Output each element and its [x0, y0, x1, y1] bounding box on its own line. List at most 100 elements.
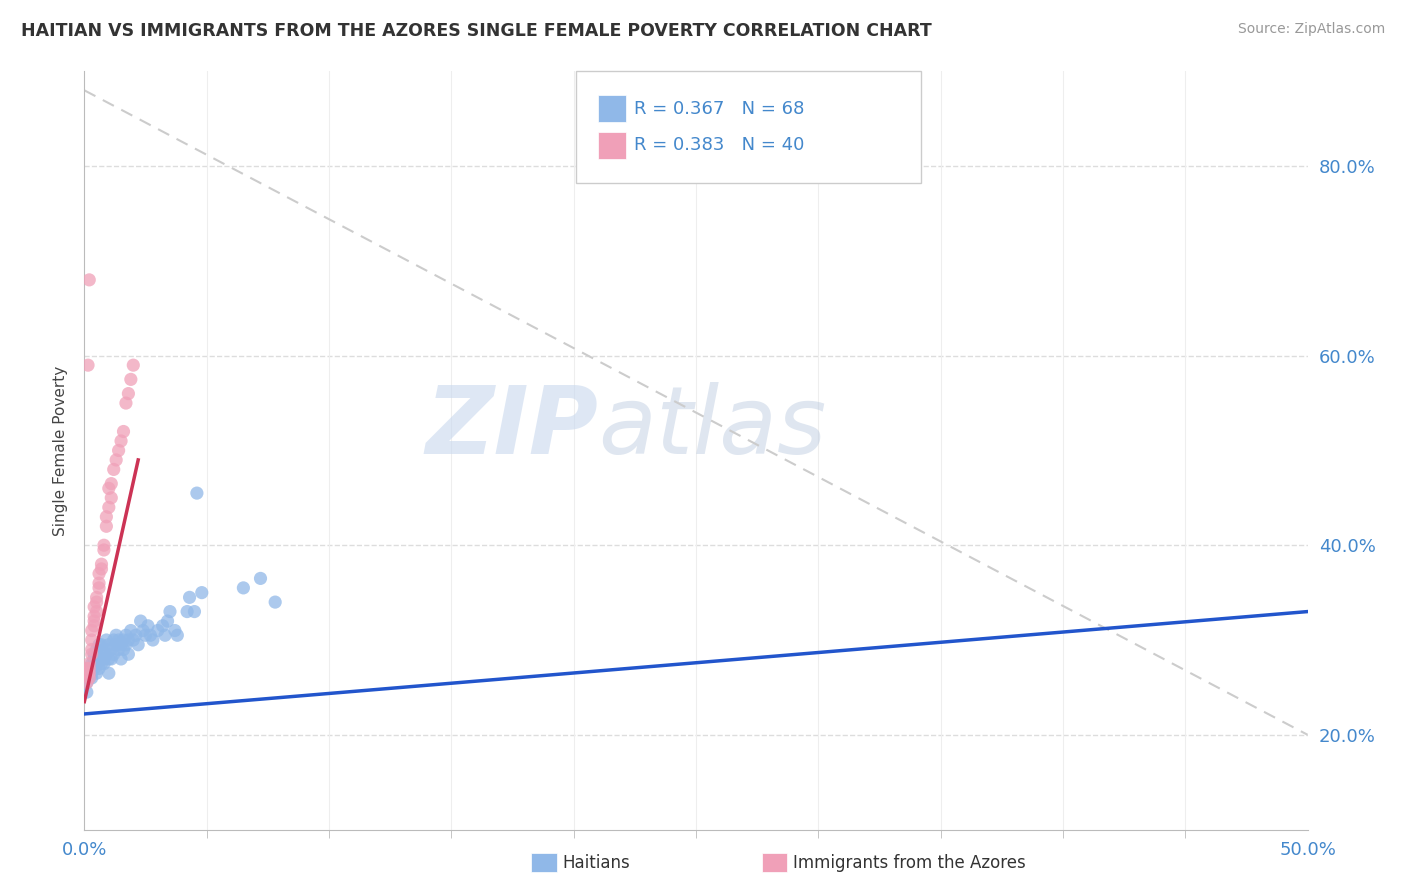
Y-axis label: Single Female Poverty: Single Female Poverty [53, 366, 69, 535]
Point [153, 628, 176, 642]
Text: R = 0.383   N = 40: R = 0.383 N = 40 [634, 136, 804, 154]
Point [100, 652, 122, 666]
Point [76, 675, 98, 690]
Point [115, 638, 138, 652]
Point [100, 642, 122, 657]
Point [93, 642, 115, 657]
Point [179, 591, 201, 605]
Point [264, 595, 287, 609]
Point [87, 638, 110, 652]
Point [76, 661, 98, 675]
Point [76, 675, 98, 690]
Point [86, 591, 108, 605]
Point [87, 652, 110, 666]
Point [97, 482, 120, 496]
Point [191, 585, 214, 599]
Text: R = 0.367   N = 68: R = 0.367 N = 68 [634, 100, 804, 118]
Point [107, 633, 129, 648]
Text: HAITIAN VS IMMIGRANTS FROM THE AZORES SINGLE FEMALE POVERTY CORRELATION CHART: HAITIAN VS IMMIGRANTS FROM THE AZORES SI… [21, 22, 932, 40]
Point [83, 652, 105, 666]
Point [146, 624, 169, 638]
Point [97, 500, 120, 515]
Point [159, 605, 181, 619]
Point [96, 509, 118, 524]
Point [135, 628, 157, 642]
Point [105, 638, 128, 652]
Point [122, 358, 145, 372]
Point [87, 566, 110, 581]
Point [129, 614, 152, 628]
Point [77, 666, 100, 681]
Point [110, 652, 132, 666]
Point [83, 614, 105, 628]
Point [249, 571, 271, 585]
Point [86, 595, 108, 609]
Point [93, 657, 115, 671]
Point [117, 386, 139, 401]
Text: atlas: atlas [598, 382, 827, 474]
Point [90, 638, 112, 652]
Point [77, 671, 100, 685]
Point [186, 486, 208, 500]
Point [87, 661, 110, 675]
Point [120, 624, 142, 638]
Point [103, 462, 125, 476]
Point [87, 576, 110, 591]
Point [76, 685, 98, 699]
Point [112, 642, 135, 657]
Point [117, 633, 139, 648]
Point [107, 642, 129, 657]
Point [107, 443, 129, 458]
Point [97, 652, 120, 666]
Point [115, 628, 138, 642]
Point [80, 666, 103, 681]
Point [105, 628, 128, 642]
Point [90, 562, 112, 576]
Point [86, 666, 108, 681]
Point [139, 628, 162, 642]
Point [76, 666, 98, 681]
Point [83, 609, 105, 624]
Point [83, 619, 105, 633]
Point [83, 661, 105, 675]
Point [117, 647, 139, 661]
Point [93, 538, 115, 552]
Point [132, 624, 155, 638]
Point [90, 557, 112, 572]
Point [80, 642, 103, 657]
Point [110, 638, 132, 652]
Point [77, 657, 100, 671]
Point [97, 638, 120, 652]
Point [86, 642, 108, 657]
Point [96, 647, 118, 661]
Point [80, 647, 103, 661]
Point [93, 543, 115, 558]
Point [112, 425, 135, 439]
Point [142, 633, 165, 648]
Text: Immigrants from the Azores: Immigrants from the Azores [793, 854, 1026, 871]
Point [110, 434, 132, 448]
Point [103, 647, 125, 661]
Point [86, 657, 108, 671]
Point [77, 358, 100, 372]
Point [112, 633, 135, 648]
Point [163, 624, 186, 638]
Point [183, 605, 205, 619]
Point [87, 581, 110, 595]
Text: Haitians: Haitians [562, 854, 630, 871]
Point [100, 491, 122, 505]
Point [136, 619, 159, 633]
Point [125, 628, 148, 642]
Point [80, 633, 103, 648]
Point [86, 605, 108, 619]
Text: Source: ZipAtlas.com: Source: ZipAtlas.com [1237, 22, 1385, 37]
Point [83, 647, 105, 661]
Point [80, 671, 103, 685]
Point [166, 628, 188, 642]
Point [77, 661, 100, 675]
Point [96, 633, 118, 648]
Point [80, 624, 103, 638]
Point [232, 581, 254, 595]
Point [80, 657, 103, 671]
Point [93, 652, 115, 666]
